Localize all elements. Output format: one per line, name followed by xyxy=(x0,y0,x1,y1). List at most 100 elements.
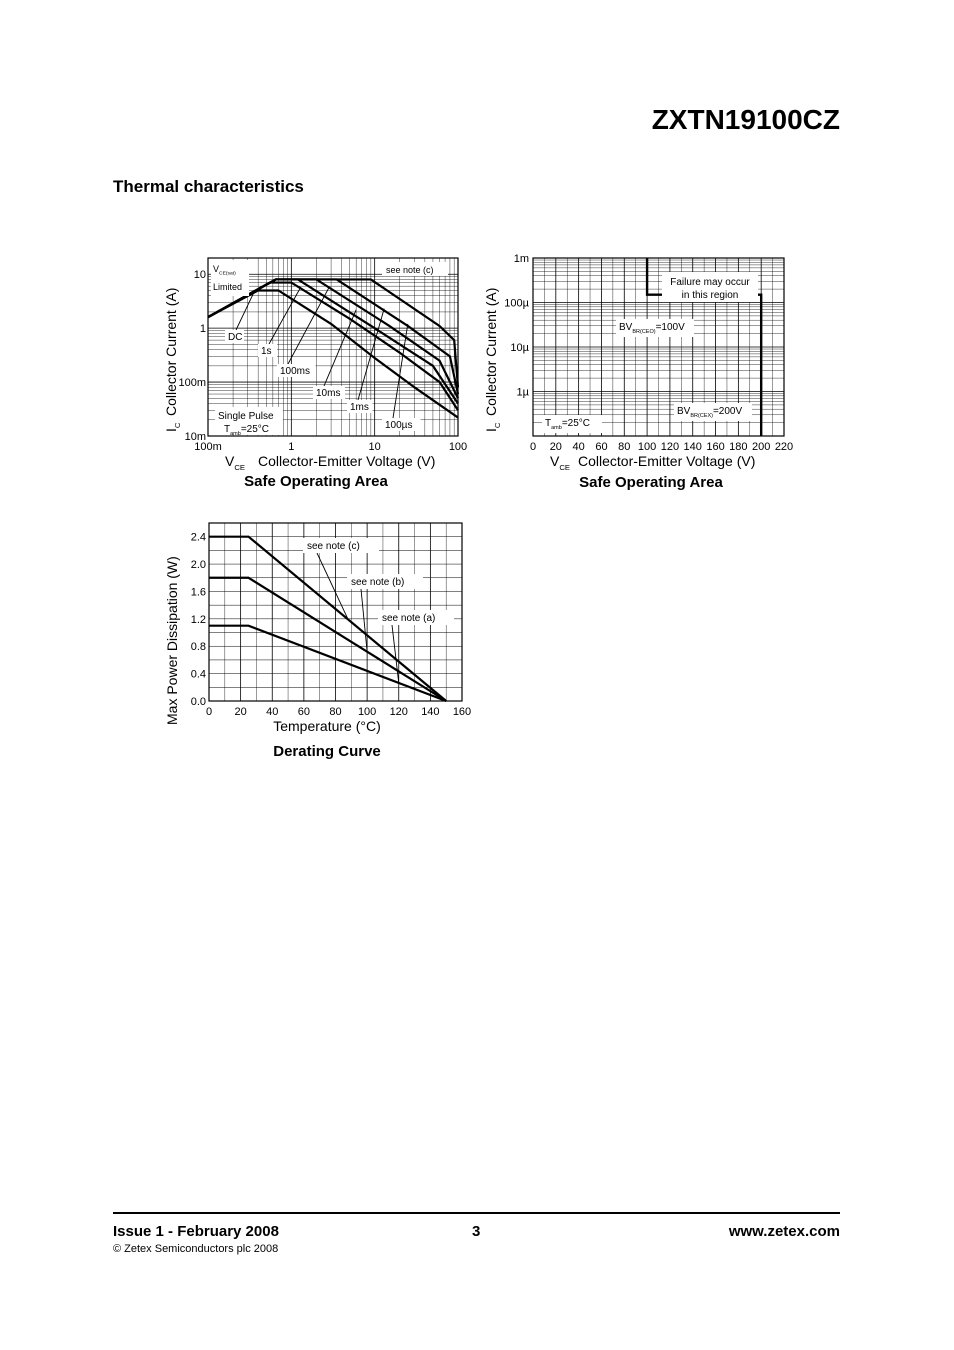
leader-line xyxy=(287,288,329,365)
x-tick-label: 140 xyxy=(421,706,439,718)
curve-label-box xyxy=(225,330,244,343)
vce-sat-label: VCE(sat) xyxy=(213,264,236,277)
leader-line xyxy=(235,291,255,331)
y-tick-label: 100µ xyxy=(504,298,529,310)
y-tick-label: 0.0 xyxy=(191,696,206,708)
y-axis-title: Collector Current (A) xyxy=(163,288,179,416)
temp-label: Tamb=25°C xyxy=(545,418,590,431)
y-tick-label: 1 xyxy=(200,323,206,335)
derating-labels: see note (c) see note (b) see note (a) xyxy=(303,538,454,625)
curve-label-box xyxy=(382,418,421,431)
part-number: ZXTN19100CZ xyxy=(651,104,840,135)
x-tick-label: 20 xyxy=(235,706,247,718)
x-tick-label: 160 xyxy=(706,441,724,453)
leader-line xyxy=(391,624,400,683)
failure-label-2: in this region xyxy=(682,290,739,301)
y-tick-label: 1µ xyxy=(517,387,530,399)
page-number: 3 xyxy=(472,1223,481,1240)
x-tick-label: 60 xyxy=(298,706,310,718)
y-tick-label: 10m xyxy=(185,431,206,443)
series-label-box xyxy=(303,538,379,553)
x-axis-title: Temperature (°C) xyxy=(273,718,381,734)
y-axis-symbol: IC xyxy=(483,422,502,432)
x-tick-label: 120 xyxy=(661,441,679,453)
temp-label: Tamb=25°C xyxy=(224,424,269,437)
bv-ceo-label: BVBR(CEO)=100V xyxy=(619,322,685,335)
x-tick-label: 100 xyxy=(358,706,376,718)
bv-cex-label: BVBR(CEX)=200V xyxy=(677,406,742,419)
y-tick-label: 2.4 xyxy=(191,532,206,544)
y-tick-label: 10µ xyxy=(510,342,529,354)
series-line-100µs xyxy=(207,278,460,388)
chart-title: Derating Curve xyxy=(273,743,381,760)
chart-title: Safe Operating Area xyxy=(579,474,723,491)
series-line xyxy=(209,576,447,702)
derating-axes: 0 20 40 60 80 100 120 140 160 0.0 0.4 0.8 1.2 1.6 2.0 2… xyxy=(164,522,471,760)
derating-leaders xyxy=(316,552,400,683)
series-label: see note (a) xyxy=(382,613,435,624)
curve-label-DC: DC xyxy=(228,332,242,343)
plot-frame xyxy=(208,522,463,702)
curve-label-box xyxy=(347,400,373,413)
y-tick-label: 10 xyxy=(194,269,206,281)
footer-rule xyxy=(113,1212,840,1214)
y-axis-title: Collector Current (A) xyxy=(483,288,499,416)
chart-title: Safe Operating Area xyxy=(244,473,388,490)
leader-line xyxy=(316,552,349,620)
y-tick-label: 100m xyxy=(178,377,206,389)
footer-copyright: © Zetex Semiconductors plc 2008 xyxy=(113,1243,279,1255)
curve-label-100µs: 100µs xyxy=(385,420,412,431)
x-axis-title: Collector-Emitter Voltage (V) xyxy=(258,453,435,469)
y-axis-title: Max Power Dissipation (W) xyxy=(164,556,180,725)
x-tick-label: 80 xyxy=(329,706,341,718)
y-tick-label: 2.0 xyxy=(191,559,206,571)
y-tick-label: 0.8 xyxy=(191,641,206,653)
plot-frame xyxy=(532,257,785,437)
x-tick-label: 0 xyxy=(530,441,536,453)
x-tick-label: 180 xyxy=(729,441,747,453)
leader-line xyxy=(357,308,385,401)
footer-website: www.zetex.com xyxy=(728,1223,840,1240)
x-tick-label: 200 xyxy=(752,441,770,453)
vce-sat-box xyxy=(211,260,249,296)
x-axis-symbol: VCE xyxy=(225,453,245,472)
series-label: see note (c) xyxy=(307,541,360,552)
x-axis-title: Collector-Emitter Voltage (V) xyxy=(578,453,755,469)
series-label: see note (b) xyxy=(351,577,404,588)
series-label-box xyxy=(378,610,454,625)
x-tick-label: 80 xyxy=(618,441,630,453)
leader-line xyxy=(268,286,302,345)
x-tick-label: 220 xyxy=(775,441,793,453)
soa-labels: VCE(sat) Limited see note (c) Single Pulse T… xyxy=(211,260,448,437)
x-tick-label: 0 xyxy=(206,706,212,718)
breakdown-axes: 0 20 40 60 80 100 120 140 160 180 200 220 1µ 10µ 100µ 1… xyxy=(483,253,793,491)
soa-chart: VCE(sat) Limited see note (c) Single Pulse T… xyxy=(163,257,467,490)
footer-issue: Issue 1 - February 2008 xyxy=(113,1223,279,1240)
note-box xyxy=(382,262,448,276)
x-tick-label: 120 xyxy=(390,706,408,718)
x-tick-label: 60 xyxy=(595,441,607,453)
y-axis-group: Max Power Dissipation (W) xyxy=(164,556,180,725)
curve-label-1ms: 1ms xyxy=(350,402,369,413)
section-title: Thermal characteristics xyxy=(113,177,304,196)
derating-curves xyxy=(209,535,447,703)
breakdown-chart: Failure may occur in this region BVBR(CEO)… xyxy=(483,253,793,491)
series-line xyxy=(209,535,447,702)
series-line xyxy=(209,624,447,703)
bv-cex-box xyxy=(674,403,752,421)
y-axis-symbol: IC xyxy=(163,422,182,432)
leader-line xyxy=(323,309,357,387)
x-tick-label: 40 xyxy=(573,441,585,453)
x-tick-label: 100 xyxy=(638,441,656,453)
curve-label-box xyxy=(277,364,316,377)
note-label: see note (c) xyxy=(386,265,434,275)
soa-curves xyxy=(207,278,460,419)
derating-chart: see note (c) see note (b) see note (a) 0 20… xyxy=(164,522,471,760)
x-tick-label: 40 xyxy=(266,706,278,718)
x-tick-label: 1 xyxy=(288,441,294,453)
leader-line xyxy=(392,323,409,419)
x-tick-label: 10 xyxy=(369,441,381,453)
curve-label-1s: 1s xyxy=(261,346,272,357)
curve-label-box xyxy=(258,344,277,357)
